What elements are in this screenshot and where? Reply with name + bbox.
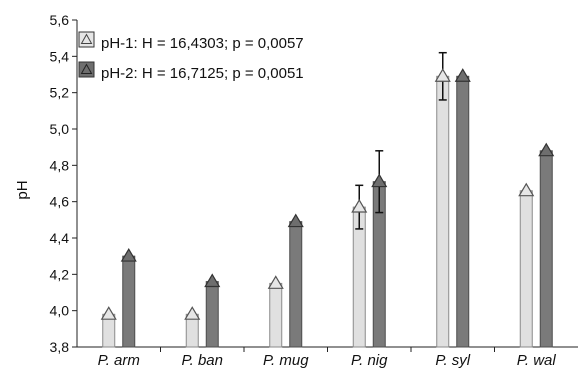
marker-0-1 <box>184 306 201 320</box>
y-tick-label-3: 4,4 <box>50 230 70 246</box>
marker-1-2 <box>287 213 304 228</box>
x-tick-label-2: P. mug <box>263 352 309 369</box>
marker-0-4 <box>434 68 451 82</box>
ticks: 3,8 4,0 4,2 4,4 4,6 4,8 5,0 5,2 5,4 5,6 P. arm P. b… <box>50 12 557 369</box>
legend-label-ph2: pH-2: H = 16,7125; p = 0,0051 <box>101 65 304 82</box>
legend: pH-1: H = 16,4303; p = 0,0057 pH-2: H = … <box>78 31 304 82</box>
y-axis-title: pH <box>14 180 31 199</box>
marker-1-4 <box>454 68 471 82</box>
bar-0-5 <box>519 190 533 348</box>
marker-1-1 <box>204 273 221 288</box>
bar-0-4 <box>436 75 450 348</box>
legend-triangle-1 <box>80 63 93 74</box>
x-tick-label-5: P. wal <box>517 352 557 369</box>
y-tick-label-1: 4,0 <box>50 303 70 319</box>
y-tick-label-8: 5,4 <box>50 48 70 64</box>
bar-1-5 <box>539 150 553 348</box>
legend-triangle-0 <box>80 33 93 44</box>
y-tick-label-2: 4,2 <box>50 266 70 282</box>
bar-1-4 <box>456 75 470 348</box>
x-tick-label-1: P. ban <box>182 352 223 369</box>
marker-1-0 <box>120 247 137 262</box>
marker-0-0 <box>100 306 117 320</box>
marker-1-5 <box>538 142 555 157</box>
bar-1-2 <box>289 221 303 348</box>
marker-0-5 <box>518 182 535 197</box>
y-tick-label-0: 3,8 <box>50 339 70 355</box>
x-tick-label-0: P. arm <box>98 352 140 369</box>
bar-0-2 <box>269 282 283 348</box>
bar-1-0 <box>122 255 136 348</box>
y-tick-label-9: 5,6 <box>50 12 70 28</box>
x-tick-label-3: P. nig <box>351 352 388 369</box>
marker-1-3 <box>371 173 388 188</box>
marker-0-3 <box>351 198 368 213</box>
y-tick-label-5: 4,8 <box>50 157 70 173</box>
y-tick-label-4: 4,6 <box>50 194 70 210</box>
marker-0-2 <box>267 275 284 289</box>
y-tick-label-6: 5,0 <box>50 121 70 137</box>
y-tick-label-7: 5,2 <box>50 85 70 101</box>
bars <box>100 51 555 348</box>
bar-1-1 <box>205 281 219 348</box>
legend-label-ph1: pH-1: H = 16,4303; p = 0,0057 <box>101 35 304 52</box>
x-tick-label-4: P. syl <box>435 352 470 369</box>
